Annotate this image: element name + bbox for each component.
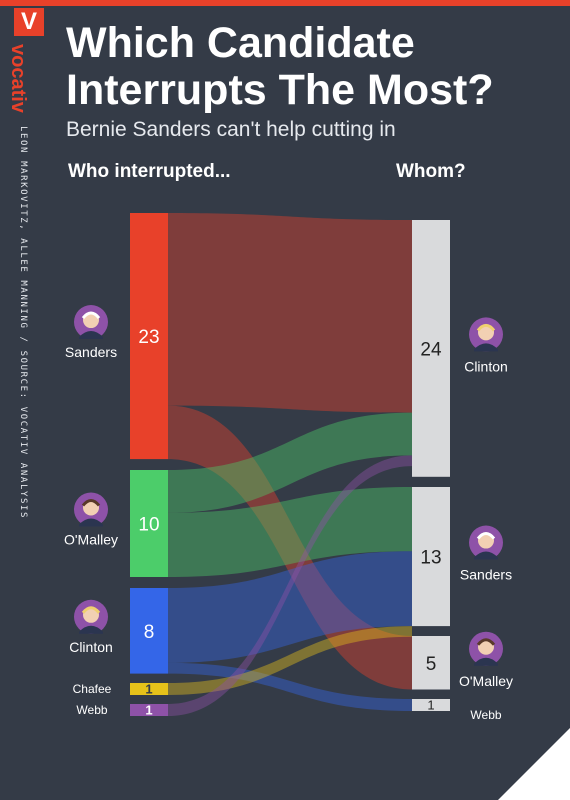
target-name-omalley: O'Malley bbox=[459, 673, 513, 689]
source-value-sanders: 23 bbox=[138, 327, 159, 348]
source-bar-omalley bbox=[130, 470, 168, 577]
top-accent-bar bbox=[0, 0, 570, 6]
source-bar-clinton bbox=[130, 588, 168, 674]
omalley-portrait-icon bbox=[74, 492, 108, 527]
target-value-clinton: 24 bbox=[420, 339, 442, 360]
left-column-header: Who interrupted... bbox=[68, 161, 231, 182]
flow-sanders-to-clinton bbox=[168, 213, 412, 413]
source-name-omalley: O'Malley bbox=[64, 532, 118, 548]
flow-webb-to-clinton bbox=[168, 455, 412, 716]
flow-omalley-to-clinton bbox=[168, 412, 412, 513]
omalley-portrait-icon bbox=[469, 631, 503, 666]
target-name-sanders: Sanders bbox=[460, 567, 512, 583]
chart-subtitle: Bernie Sanders can't help cutting in bbox=[66, 118, 396, 141]
sanders-portrait-icon bbox=[74, 305, 108, 340]
target-bar-webb bbox=[412, 699, 450, 711]
chart-title: Which Candidate Interrupts The Most? bbox=[66, 20, 546, 114]
clinton-portrait-icon bbox=[74, 599, 108, 634]
sanders-portrait-icon bbox=[469, 525, 503, 560]
flow-sanders-to-omalley bbox=[168, 405, 412, 690]
source-bar-chafee bbox=[130, 683, 168, 695]
bar-layer bbox=[130, 213, 450, 716]
target-name-clinton: Clinton bbox=[464, 358, 508, 374]
source-bar-sanders bbox=[130, 213, 168, 460]
target-value-webb: 1 bbox=[427, 698, 434, 713]
target-bar-sanders bbox=[412, 487, 450, 627]
vocativ-logo: V bbox=[14, 8, 44, 36]
flow-clinton-to-webb bbox=[168, 662, 412, 711]
source-value-webb: 1 bbox=[145, 703, 152, 718]
flow-omalley-to-sanders bbox=[168, 487, 412, 577]
flow-chafee-to-sanders bbox=[168, 626, 412, 695]
source-value-omalley: 10 bbox=[138, 515, 159, 536]
flow-clinton-to-sanders bbox=[168, 551, 412, 663]
source-name-chafee: Chafee bbox=[73, 682, 112, 696]
right-column-header: Whom? bbox=[396, 161, 466, 182]
source-bar-webb bbox=[130, 704, 168, 716]
target-name-webb: Webb bbox=[470, 708, 501, 722]
page-corner bbox=[498, 728, 570, 800]
title-line-2: Interrupts The Most? bbox=[66, 66, 494, 114]
clinton-portrait-icon bbox=[469, 317, 503, 352]
source-name-sanders: Sanders bbox=[65, 344, 117, 360]
source-name-clinton: Clinton bbox=[69, 639, 113, 655]
source-value-chafee: 1 bbox=[145, 682, 152, 697]
title-line-1: Which Candidate bbox=[66, 19, 415, 67]
target-value-sanders: 13 bbox=[420, 548, 441, 569]
source-name-webb: Webb bbox=[76, 703, 107, 717]
target-bar-clinton bbox=[412, 220, 450, 477]
target-bar-omalley bbox=[412, 636, 450, 690]
label-layer: 23 Sanders 10 O'Malley 8 Clinton 1 Chafee 1 Webb 2… bbox=[64, 305, 513, 722]
source-value-clinton: 8 bbox=[144, 622, 155, 643]
target-value-omalley: 5 bbox=[426, 654, 437, 675]
flow-layer bbox=[168, 213, 412, 716]
